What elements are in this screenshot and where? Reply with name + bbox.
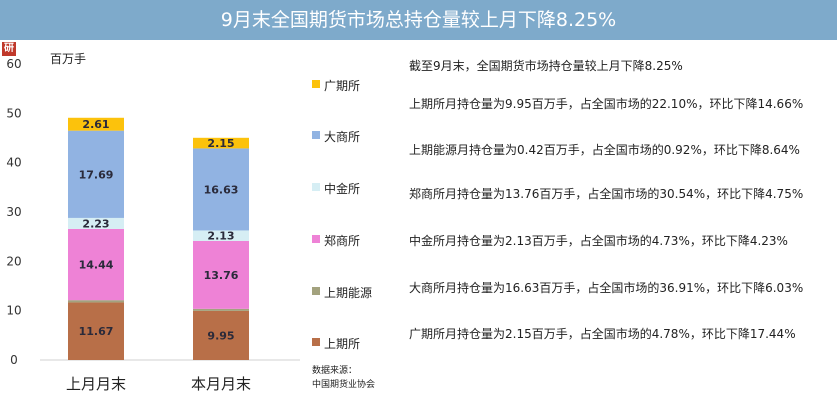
- bar-segment: [68, 117, 124, 131]
- bar-segment: [193, 310, 249, 360]
- legend-label: 上期能源: [324, 286, 373, 300]
- research-logo-icon: 研: [2, 42, 16, 56]
- data-label: 14.44: [79, 259, 114, 272]
- category-label: 上月月末: [66, 375, 126, 393]
- data-label: 9.95: [207, 329, 234, 342]
- legend-item: 中金所: [312, 180, 402, 196]
- y-tick-label: 20: [6, 254, 21, 268]
- data-label: 13.76: [204, 269, 239, 282]
- bar-segment: [68, 300, 124, 303]
- legend-swatch: [312, 80, 320, 88]
- data-label: 17.69: [79, 168, 114, 181]
- bar-segment: [68, 217, 124, 229]
- note-gfex: 广期所月持仓量为2.15百万手，占全国市场的4.78%，环比下降17.44%: [409, 327, 796, 341]
- y-tick-label: 40: [6, 156, 21, 170]
- legend-swatch: [312, 287, 320, 295]
- legend-item: 广期所: [312, 77, 402, 93]
- y-tick-label: 10: [6, 304, 21, 318]
- bar-segment: [193, 230, 249, 241]
- note-czce: 郑商所月持仓量为13.76百万手，占全国市场的30.54%，环比下降4.75%: [409, 187, 804, 201]
- data-label: 16.63: [204, 183, 239, 196]
- legend-label: 中金所: [324, 182, 361, 196]
- bar-segment: [193, 240, 249, 309]
- legend-item: 郑商所: [312, 232, 402, 248]
- data-source: 数据来源： 中国期货业协会: [312, 364, 375, 392]
- legend-label: 广期所: [324, 79, 361, 93]
- data-label: 11.67: [79, 325, 114, 338]
- page-title: 9月末全国期货市场总持仓量较上月下降8.25%: [220, 9, 617, 31]
- data-label: 2.23: [82, 217, 109, 230]
- note-shfe: 上期所月持仓量为9.95百万手，占全国市场的22.10%，环比下降14.66%: [409, 97, 804, 111]
- legend-swatch: [312, 183, 320, 191]
- legend-swatch: [312, 131, 320, 139]
- data-label: 2.13: [207, 230, 234, 243]
- bar-segment: [68, 228, 124, 301]
- bar-segment: [68, 130, 124, 218]
- legend-label: 郑商所: [324, 234, 361, 248]
- y-tick-label: 30: [6, 205, 21, 219]
- legend-item: 上期能源: [312, 284, 402, 300]
- y-tick-label: 0: [10, 353, 18, 367]
- data-label: 2.61: [82, 118, 109, 131]
- source-label: 数据来源：: [312, 366, 358, 376]
- legend-item: 大商所: [312, 128, 402, 144]
- note-dce: 大商所月持仓量为16.63百万手，占全国市场的36.91%，环比下降6.03%: [409, 281, 804, 295]
- legend-label: 上期所: [324, 337, 361, 351]
- bar-segment: [193, 148, 249, 231]
- legend-item: 上期所: [312, 335, 402, 351]
- legend-swatch: [312, 235, 320, 243]
- note-summary: 截至9月末，全国期货市场持仓量较上月下降8.25%: [409, 59, 683, 73]
- bar-segment: [68, 302, 124, 360]
- y-tick-label: 50: [6, 106, 21, 120]
- legend-swatch: [312, 338, 320, 346]
- legend-label: 大商所: [324, 130, 361, 144]
- bar-segment: [193, 137, 249, 149]
- data-label: 2.15: [207, 137, 234, 150]
- source-org: 中国期货业协会: [312, 380, 376, 390]
- title-bar: [0, 0, 837, 40]
- note-ine: 上期能源月持仓量为0.42百万手，占全国市场的0.92%，环比下降8.64%: [409, 143, 800, 157]
- y-axis-unit: 百万手: [50, 52, 86, 66]
- note-cffex: 中金所月持仓量为2.13百万手，占全国市场的4.73%，环比下降4.23%: [409, 234, 788, 248]
- category-label: 本月月末: [191, 375, 251, 393]
- y-tick-label: 60: [6, 57, 21, 71]
- bar-segment: [193, 308, 249, 311]
